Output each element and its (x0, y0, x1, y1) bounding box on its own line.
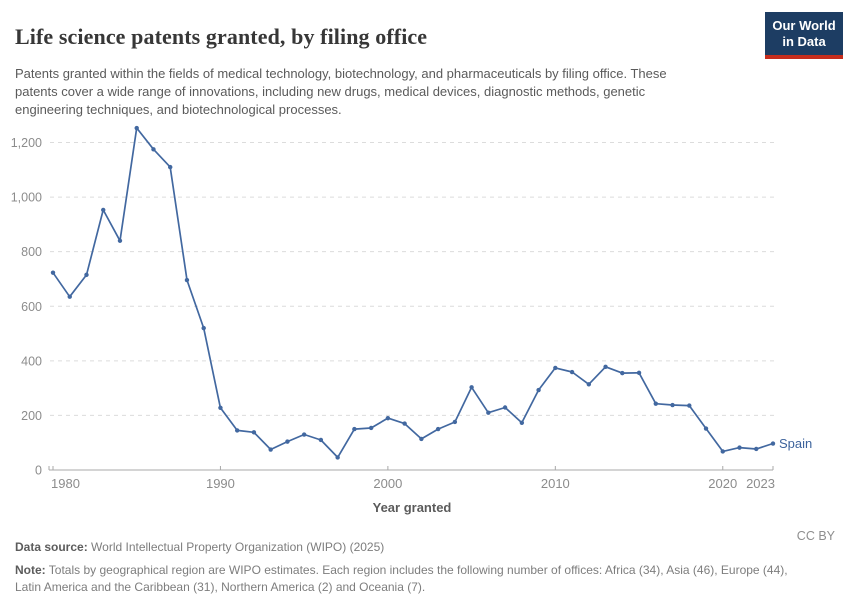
owid-logo-line2: in Data (782, 34, 826, 49)
data-point-1997 (335, 455, 340, 460)
series-label-spain: Spain (779, 436, 812, 451)
data-point-2016 (653, 401, 658, 406)
y-tick-label-200: 200 (21, 409, 42, 423)
y-tick-label-1000: 1,000 (11, 191, 42, 205)
data-source-text: World Intellectual Property Organization… (87, 540, 385, 554)
data-point-1981 (67, 294, 72, 299)
owid-logo[interactable]: Our World in Data (765, 12, 843, 59)
x-tick-label-2023: 2023 (746, 476, 775, 491)
data-point-1990 (218, 405, 223, 410)
data-point-2013 (603, 364, 608, 370)
data-point-2015 (636, 370, 642, 376)
x-tick-label-2010: 2010 (541, 476, 570, 491)
note-line: Note: Totals by geographical region are … (15, 562, 815, 595)
data-point-2020 (720, 449, 725, 454)
note-label: Note: (15, 563, 46, 577)
data-point-2011 (569, 369, 575, 375)
data-point-1995 (301, 432, 307, 437)
data-point-1988 (184, 277, 190, 283)
chart-subtitle: Patents granted within the fields of med… (15, 66, 667, 117)
data-point-1996 (318, 437, 324, 443)
data-point-2018 (687, 403, 692, 408)
data-point-1980 (50, 270, 56, 275)
data-point-2023 (770, 441, 776, 446)
x-axis-title: Year granted (373, 500, 452, 515)
x-tick-label-2000: 2000 (373, 476, 402, 491)
data-point-1982 (84, 272, 89, 278)
license-link[interactable]: CC BY (796, 529, 835, 543)
owid-logo-red-bar (765, 55, 843, 59)
y-tick-label-1200: 1,200 (11, 136, 42, 150)
data-point-1987 (168, 164, 173, 170)
page-title: Life science patents granted, by filing … (15, 23, 428, 49)
data-point-2000 (385, 415, 391, 421)
x-tick-label-2020: 2020 (708, 476, 737, 491)
data-point-2003 (435, 426, 441, 432)
data-point-1989 (201, 325, 206, 331)
series-line-spain (52, 127, 774, 459)
y-tick-label-0: 0 (35, 464, 42, 478)
data-point-2007 (502, 405, 508, 410)
data-point-2019 (703, 426, 709, 431)
data-point-1993 (268, 447, 273, 452)
x-tick-label-1980: 1980 (51, 476, 80, 491)
y-tick-label-600: 600 (21, 300, 42, 314)
note-text: Totals by geographical region are WIPO e… (15, 563, 788, 594)
y-tick-label-800: 800 (21, 245, 42, 259)
data-point-2008 (519, 420, 525, 425)
y-tick-label-400: 400 (21, 354, 42, 368)
data-point-1984 (117, 238, 123, 243)
data-point-2006 (486, 410, 491, 415)
data-point-2010 (553, 365, 558, 371)
data-point-1998 (352, 426, 357, 432)
data-point-2004 (452, 419, 458, 425)
data-point-1992 (251, 430, 257, 435)
data-point-2012 (586, 382, 592, 387)
data-point-1985 (134, 125, 139, 131)
data-point-2001 (402, 421, 407, 426)
data-point-1991 (234, 428, 240, 433)
data-point-1986 (151, 147, 156, 152)
data-point-1983 (101, 207, 106, 213)
owid-logo-line1: Our World (772, 18, 836, 33)
data-point-2002 (419, 436, 424, 442)
data-source-label: Data source: (15, 540, 88, 554)
data-point-1994 (285, 439, 290, 444)
data-point-2009 (536, 387, 541, 393)
x-tick-label-1990: 1990 (206, 476, 235, 491)
data-point-2017 (670, 402, 675, 408)
data-source-line: Data source: World Intellectual Property… (15, 540, 705, 554)
data-point-2014 (620, 370, 625, 376)
data-point-2021 (737, 445, 742, 450)
data-point-1999 (368, 425, 374, 431)
data-point-2005 (469, 385, 474, 390)
data-point-2022 (754, 446, 759, 452)
